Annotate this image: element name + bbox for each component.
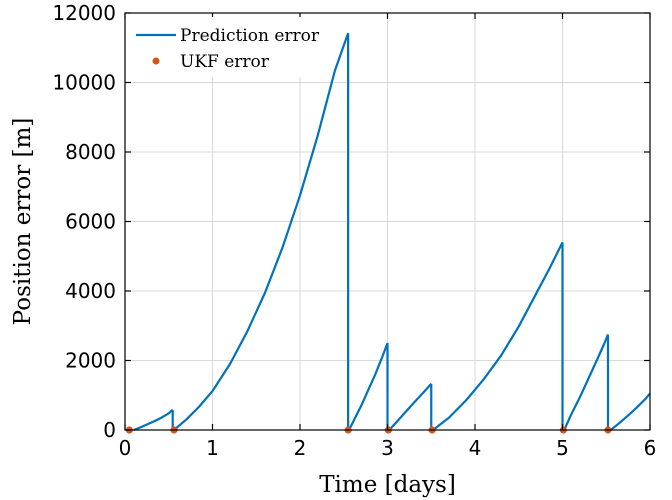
x-tick-label: 0 — [119, 436, 132, 460]
y-tick-label: 8000 — [65, 140, 116, 164]
line-segment — [133, 409, 174, 432]
y-axis-label: Position error [m] — [10, 118, 36, 326]
x-tick-label: 6 — [644, 436, 657, 460]
legend-box — [129, 17, 314, 77]
series-line-prediction-error — [133, 32, 651, 432]
x-tick-label: 1 — [206, 436, 219, 460]
series-layer — [133, 32, 651, 432]
y-tick-label: 6000 — [65, 210, 116, 234]
y-tick-label: 4000 — [65, 279, 116, 303]
line-segment — [348, 342, 389, 431]
legend-dot-swatch — [152, 57, 160, 65]
legend-label-ukf: UKF error — [180, 52, 270, 72]
line-segment — [173, 32, 350, 431]
x-tick-label: 3 — [381, 436, 394, 460]
tick-labels: 0 1 2 3 4 5 6 0 2000 4000 6000 8000 10000 12000 — [52, 1, 656, 460]
legend-label-prediction: Prediction error — [180, 26, 320, 46]
x-tick-label: 4 — [469, 436, 482, 460]
y-tick-label: 12000 — [52, 1, 116, 25]
y-tick-label: 10000 — [52, 71, 116, 95]
x-tick-label: 2 — [294, 436, 307, 460]
line-segment — [432, 241, 564, 431]
y-tick-label: 2000 — [65, 349, 116, 373]
x-axis-label: Time [days] — [319, 472, 456, 498]
line-segment — [563, 334, 610, 431]
line-segment — [609, 392, 651, 431]
legend: Prediction error UKF error — [129, 17, 320, 77]
y-tick-label: 0 — [103, 418, 116, 442]
x-tick-label: 5 — [556, 436, 569, 460]
line-segment — [388, 383, 433, 431]
